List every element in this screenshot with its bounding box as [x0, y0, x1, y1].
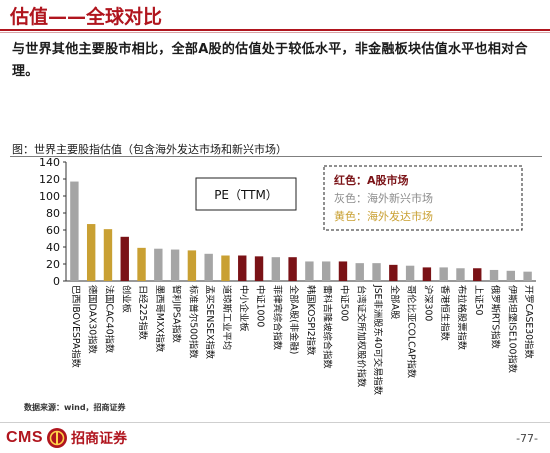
x-tick-label: 智利IPSA指数 [171, 285, 183, 344]
bar-2 [86, 224, 96, 281]
x-tick-label: 菲律宾综合指数 [271, 285, 283, 351]
data-source: 数据来源：wind，招商证券 [24, 403, 126, 412]
page-title: 估值——全球对比 [10, 6, 163, 28]
summary-text: 与世界其他主要股市相比，全部A股的估值处于较低水平，非金融板块估值水平也相对合理… [12, 42, 528, 79]
page-number: -77- [516, 432, 538, 445]
bar-13 [271, 257, 281, 281]
x-tick-label: 韩国KOSPI2指数 [305, 285, 317, 356]
x-tick-label: 德国DAX30指数 [87, 285, 99, 354]
bar-16 [321, 261, 331, 281]
y-tick-label: 20 [46, 258, 60, 271]
brand-logo-text: CMS [6, 429, 44, 446]
x-tick-label: 全部A股 [389, 285, 401, 319]
brand-logo-cn: 招商证券 [71, 431, 128, 447]
bar-3 [103, 229, 113, 281]
x-tick-label: 伊斯坦堡ISE100指数 [506, 285, 518, 374]
x-tick-label: 开罗CASE30指数 [523, 285, 535, 359]
x-tick-label: 上证50 [473, 285, 484, 316]
bar-17 [338, 261, 348, 281]
brand-logo-icon [47, 428, 68, 448]
bar-7 [170, 249, 180, 281]
title-divider-thin [0, 32, 550, 33]
pe-bar-chart: 0 20 40 60 80 100 120 140 巴西IBOVESPA指数 德国DAX30指数… [39, 156, 536, 396]
bar-18 [355, 263, 364, 281]
x-tick-label: 台湾证交所加权股价指数 [355, 285, 367, 388]
bar-25 [473, 268, 482, 281]
bar-26 [489, 269, 499, 281]
legend-item-emerging: 灰色：海外新兴市场 [334, 191, 433, 205]
bar-9 [204, 253, 213, 281]
legend-item-a-share: 红色：A股市场 [334, 173, 409, 187]
x-tick-label: 中证1000 [255, 285, 267, 327]
x-tick-label: 法国CAC40指数 [103, 285, 115, 354]
bar-23 [439, 267, 448, 281]
bar-22 [422, 267, 432, 281]
y-tick-label: 140 [39, 156, 60, 169]
x-tick-label: JSE非洲股东40可交易指数 [372, 284, 384, 396]
bar-12 [254, 256, 264, 281]
bar-20 [389, 264, 398, 281]
x-tick-label: 标准普尔500指数 [187, 285, 199, 359]
x-tick-label: 雷科吉隆坡综合指数 [322, 285, 334, 369]
pe-label-box [195, 177, 297, 211]
y-tick-label: 100 [39, 190, 60, 203]
x-tick-label: 布拉格股票指数 [456, 285, 468, 351]
bar-21 [405, 265, 415, 281]
brand-logo: CMS 招商证券 [6, 427, 127, 449]
y-tick-label: 80 [46, 207, 60, 220]
x-tick-label: 香港恒生指数 [439, 285, 451, 341]
x-tick-label: 巴西IBOVESPA指数 [70, 285, 82, 369]
bar-5 [137, 247, 146, 281]
y-tick-label: 0 [53, 275, 60, 288]
title-divider [0, 29, 550, 31]
bar-19 [372, 263, 381, 281]
bar-14 [288, 257, 297, 281]
y-tick-label: 120 [39, 173, 60, 186]
x-tick-label: 日经225指数 [137, 285, 149, 341]
x-tick-label: 俄罗斯RTS指数 [490, 285, 502, 350]
legend-box [323, 165, 523, 231]
x-tick-label: 哥伦比亚COLCAP指数 [406, 285, 418, 379]
bar-28 [523, 271, 532, 281]
bar-24 [456, 268, 465, 281]
x-tick-label: 沪深300 [422, 285, 434, 321]
x-tick-label: 墨西哥MXX指数 [154, 285, 166, 353]
bar-8 [187, 250, 197, 281]
y-tick-label: 60 [46, 224, 60, 237]
x-tick-label: 中小企业板 [238, 285, 250, 332]
chart-caption: 图：世界主要股指估值（包含海外发达市场和新兴市场） [12, 143, 287, 156]
pe-label: PE（TTM） [214, 188, 278, 202]
bar-4 [120, 236, 129, 281]
x-tick-label: 道琼斯工业平均 [221, 285, 233, 350]
bar-1 [70, 181, 79, 281]
bar-6 [154, 248, 163, 281]
bar-27 [506, 270, 516, 281]
x-tick-label: 中证500 [338, 285, 350, 321]
x-tick-label: 创业板 [120, 285, 132, 313]
footer-divider [0, 422, 550, 423]
bar-15 [305, 261, 314, 281]
bar-11 [238, 255, 247, 281]
bar-10 [221, 255, 230, 281]
x-tick-label: 全部A股(非金融) [288, 285, 300, 354]
caption-divider [10, 156, 542, 157]
y-tick-label: 40 [46, 241, 60, 254]
x-tick-label: 孟买SENSEX指数 [204, 285, 216, 360]
legend-item-developed: 黄色：海外发达市场 [334, 209, 433, 223]
